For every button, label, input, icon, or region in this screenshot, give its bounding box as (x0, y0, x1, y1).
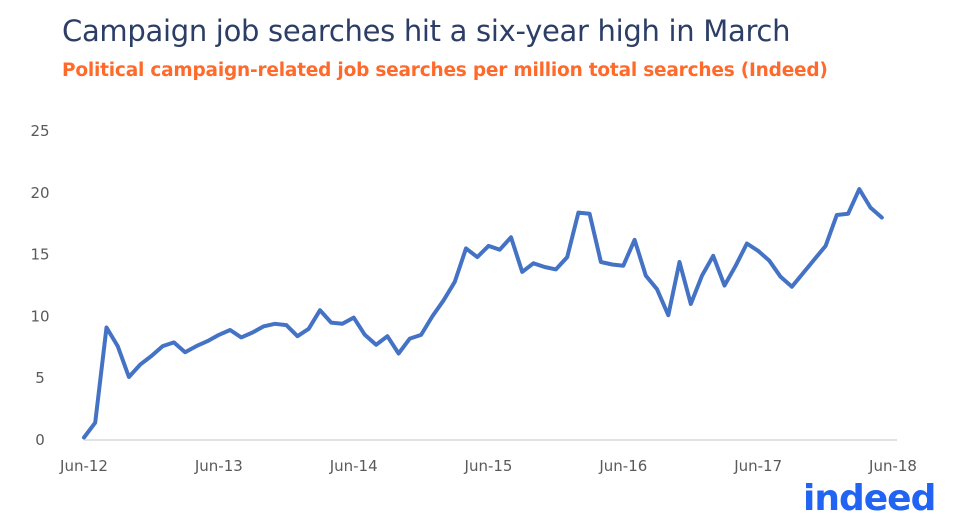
y-tick-label: 10 (30, 307, 49, 325)
x-tick-label: Jun-14 (329, 457, 378, 475)
indeed-logo: indeed (803, 478, 936, 519)
chart-title: Campaign job searches hit a six-year hig… (62, 14, 791, 48)
x-tick-label: Jun-15 (464, 457, 513, 475)
x-axis: Jun-12 Jun-13 Jun-14 Jun-15 Jun-16 Jun-17 Jun-… (59, 457, 917, 475)
x-tick-label: Jun-18 (868, 457, 917, 475)
x-tick-label: Jun-16 (598, 457, 647, 475)
chart-subtitle: Political campaign-related job searches … (62, 60, 828, 81)
y-tick-label: 20 (30, 184, 49, 202)
data-line (82, 187, 884, 440)
y-axis: 0 5 10 15 20 25 (30, 122, 49, 449)
x-tick-label: Jun-17 (733, 457, 782, 475)
y-tick-label: 15 (30, 246, 49, 264)
x-tick-label: Jun-12 (59, 457, 108, 475)
x-tick-label: Jun-13 (194, 457, 243, 475)
y-tick-label: 5 (35, 369, 45, 387)
y-tick-label: 25 (30, 122, 49, 140)
y-tick-label: 0 (35, 431, 45, 449)
